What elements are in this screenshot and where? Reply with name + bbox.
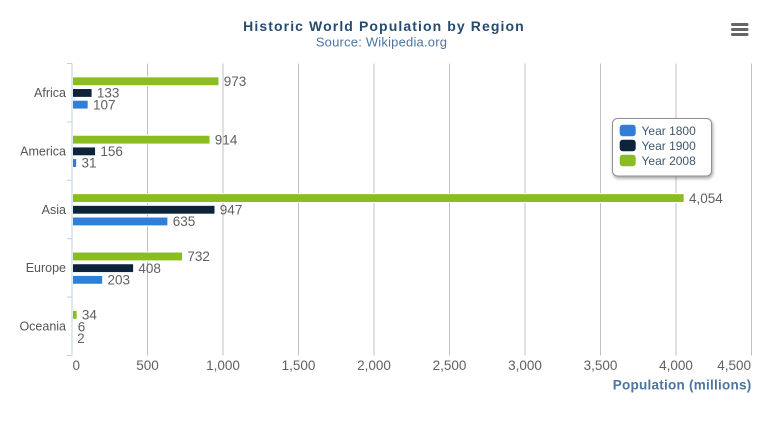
- svg-text:2,500: 2,500: [433, 358, 467, 373]
- svg-text:107: 107: [93, 97, 116, 112]
- svg-text:Year 1800: Year 1800: [642, 124, 697, 138]
- svg-text:4,000: 4,000: [659, 358, 693, 373]
- svg-text:732: 732: [187, 249, 210, 264]
- svg-text:408: 408: [138, 261, 161, 276]
- svg-text:3,000: 3,000: [508, 358, 542, 373]
- svg-text:973: 973: [224, 74, 247, 89]
- svg-text:4,054: 4,054: [689, 191, 723, 206]
- svg-text:Asia: Asia: [42, 203, 66, 217]
- svg-text:Africa: Africa: [34, 86, 66, 100]
- svg-text:Europe: Europe: [26, 261, 66, 275]
- svg-text:Oceania: Oceania: [19, 320, 66, 334]
- svg-text:3,500: 3,500: [584, 358, 618, 373]
- svg-text:Year 1900: Year 1900: [642, 139, 697, 153]
- svg-text:914: 914: [215, 132, 238, 147]
- svg-text:0: 0: [73, 358, 81, 373]
- svg-text:500: 500: [136, 358, 159, 373]
- svg-text:31: 31: [81, 156, 96, 171]
- svg-text:635: 635: [173, 214, 196, 229]
- svg-text:Population (millions): Population (millions): [613, 378, 752, 393]
- svg-text:2,000: 2,000: [357, 358, 391, 373]
- svg-text:America: America: [20, 144, 66, 158]
- svg-text:Historic World Population by R: Historic World Population by Region: [243, 18, 525, 34]
- svg-text:6: 6: [78, 319, 86, 334]
- svg-text:203: 203: [107, 273, 130, 288]
- svg-text:Year 2008: Year 2008: [642, 154, 697, 168]
- svg-text:34: 34: [82, 308, 98, 323]
- svg-text:2: 2: [77, 331, 85, 346]
- svg-text:947: 947: [220, 202, 243, 217]
- svg-text:Source: Wikipedia.org: Source: Wikipedia.org: [316, 35, 447, 50]
- svg-text:1,500: 1,500: [282, 358, 316, 373]
- svg-text:1,000: 1,000: [206, 358, 240, 373]
- svg-text:4,500: 4,500: [717, 358, 751, 373]
- svg-text:156: 156: [100, 144, 123, 159]
- svg-text:133: 133: [97, 86, 120, 101]
